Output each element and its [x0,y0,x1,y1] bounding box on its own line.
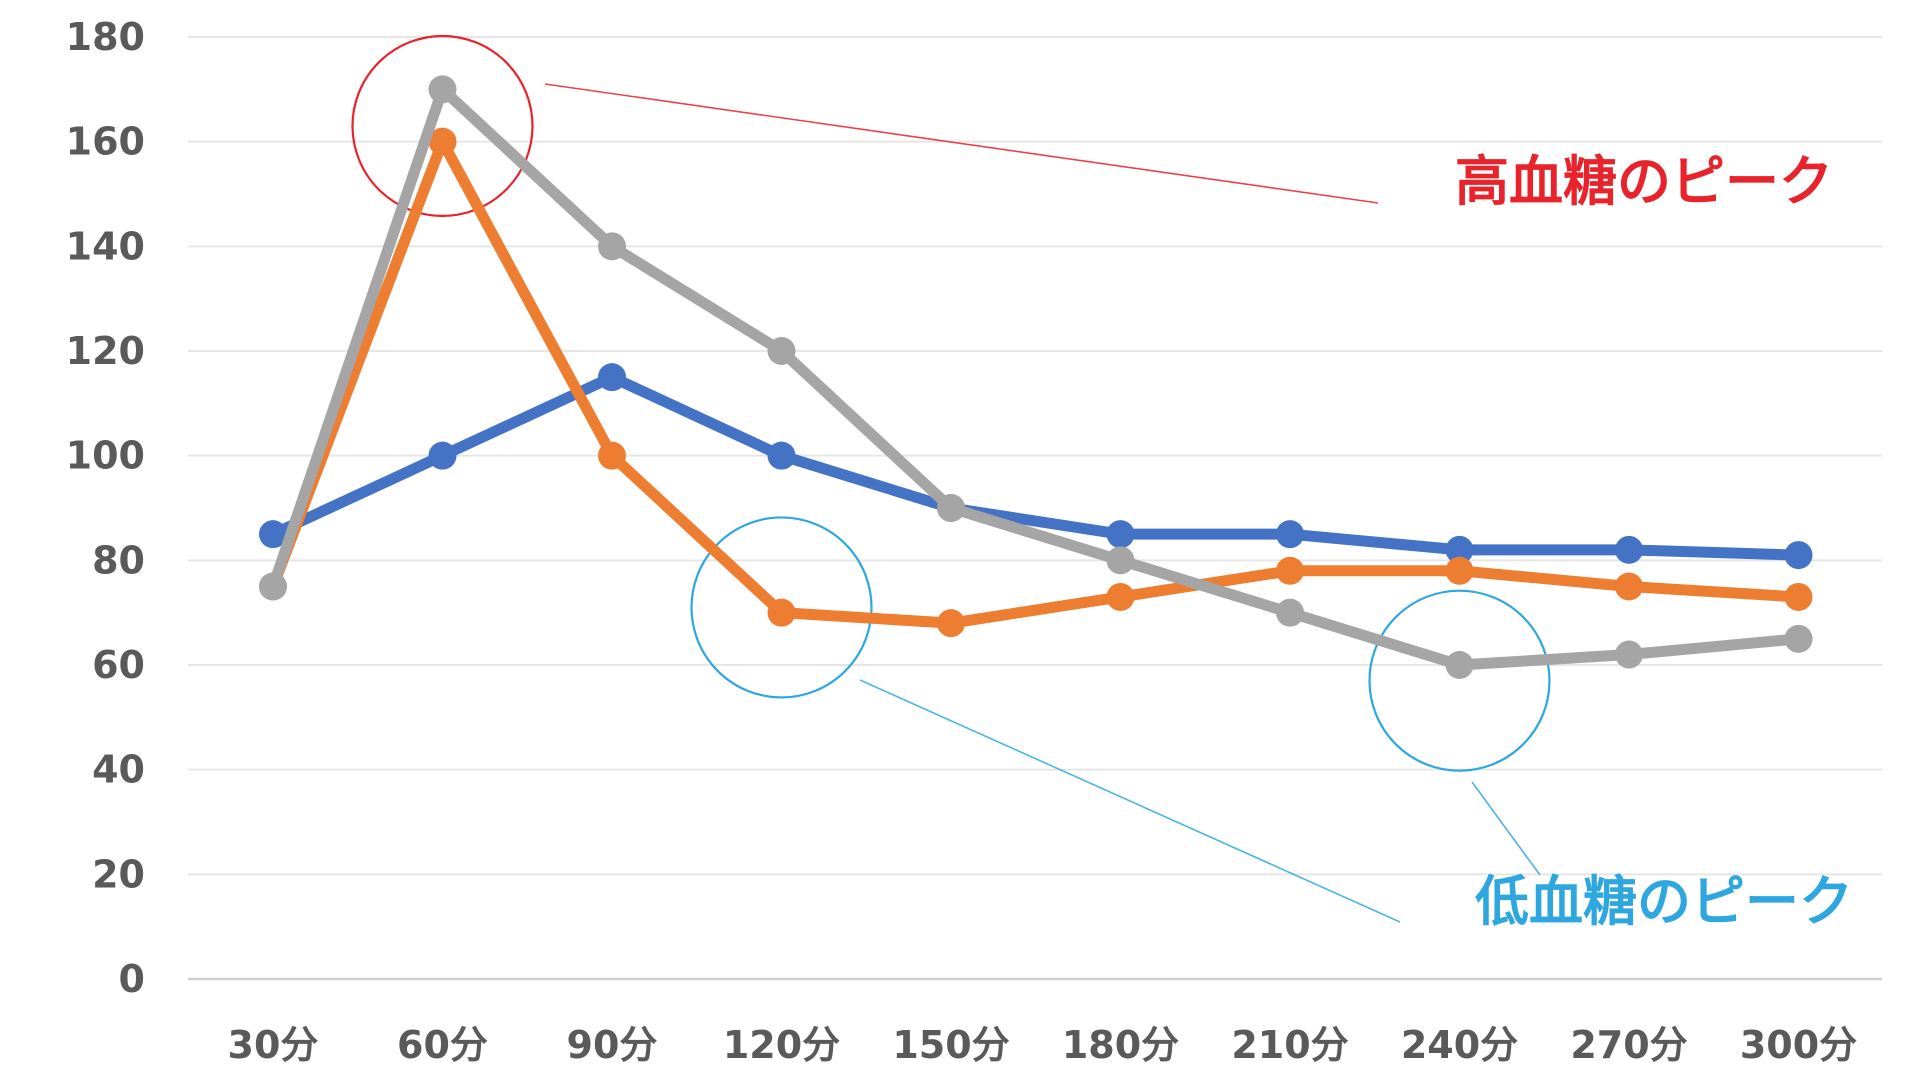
annotation-circle [1368,589,1551,772]
data-point [598,363,626,392]
x-tick-label: 240分 [1401,1023,1518,1067]
series-line [267,136,1804,629]
series-3 [259,75,1813,679]
y-tick-label: 60 [92,643,145,687]
data-point [1106,520,1135,549]
gridlines [188,36,1882,981]
data-point [428,441,457,470]
data-point [428,127,457,156]
y-tick-label: 100 [66,434,145,478]
data-point [1445,535,1474,564]
data-point [1784,541,1813,570]
y-tick-label: 180 [66,15,145,59]
x-tick-label: 150分 [892,1023,1009,1067]
data-point [767,441,796,470]
data-point [598,441,626,470]
data-point [1615,572,1643,601]
annotation-leader-line [1471,781,1541,876]
annotation-label: 低血糖のピーク [1475,870,1853,933]
x-tick-label: 180分 [1062,1023,1179,1067]
x-tick-label: 30分 [228,1023,319,1067]
annotation-circle [690,516,873,699]
y-tick-label: 0 [119,957,145,1001]
x-axis-ticks: 30分 60分 90分 120分 150分 180分 210分 240分 270分 300分 [228,1023,1858,1067]
data-point [1276,598,1304,627]
data-point [1106,582,1135,611]
annotation-leader-line [859,679,1401,923]
x-tick-label: 270分 [1570,1023,1687,1067]
data-point [767,598,796,627]
data-point [937,494,965,522]
x-tick-label: 120分 [723,1023,840,1067]
series-1 [259,363,1813,570]
y-tick-label: 120 [66,329,145,373]
x-tick-label: 210分 [1231,1023,1348,1067]
data-point [937,609,965,638]
data-point [1445,651,1474,679]
data-point [1784,582,1813,611]
data-point [1276,556,1304,585]
data-point [1106,546,1135,575]
y-tick-label: 40 [92,748,145,792]
data-point [1784,624,1813,653]
data-point [1615,640,1643,669]
data-point [767,337,796,365]
x-tick-label: 300分 [1740,1023,1857,1067]
data-point [1276,520,1304,549]
y-axis-ticks: 0 20 40 60 80 100 120 140 160 180 [66,15,145,1001]
x-tick-label: 60分 [397,1023,488,1067]
series-layer [259,75,1813,679]
y-tick-label: 140 [66,224,145,268]
data-point [1445,556,1474,585]
data-point [428,75,457,104]
y-tick-label: 160 [66,120,145,164]
annotation-label: 高血糖のピーク [1455,150,1833,213]
x-tick-label: 90分 [567,1023,658,1067]
y-tick-label: 20 [92,852,145,896]
annotation-circle [351,34,534,218]
data-point [259,572,287,601]
series-line [267,371,1804,561]
data-point [598,232,626,261]
series-2 [259,127,1813,638]
annotation-shapes [351,34,1551,923]
annotation-leader-line [544,83,1379,204]
series-line [267,83,1804,671]
data-point [259,520,287,549]
y-tick-label: 80 [92,538,145,582]
data-point [1615,535,1643,564]
